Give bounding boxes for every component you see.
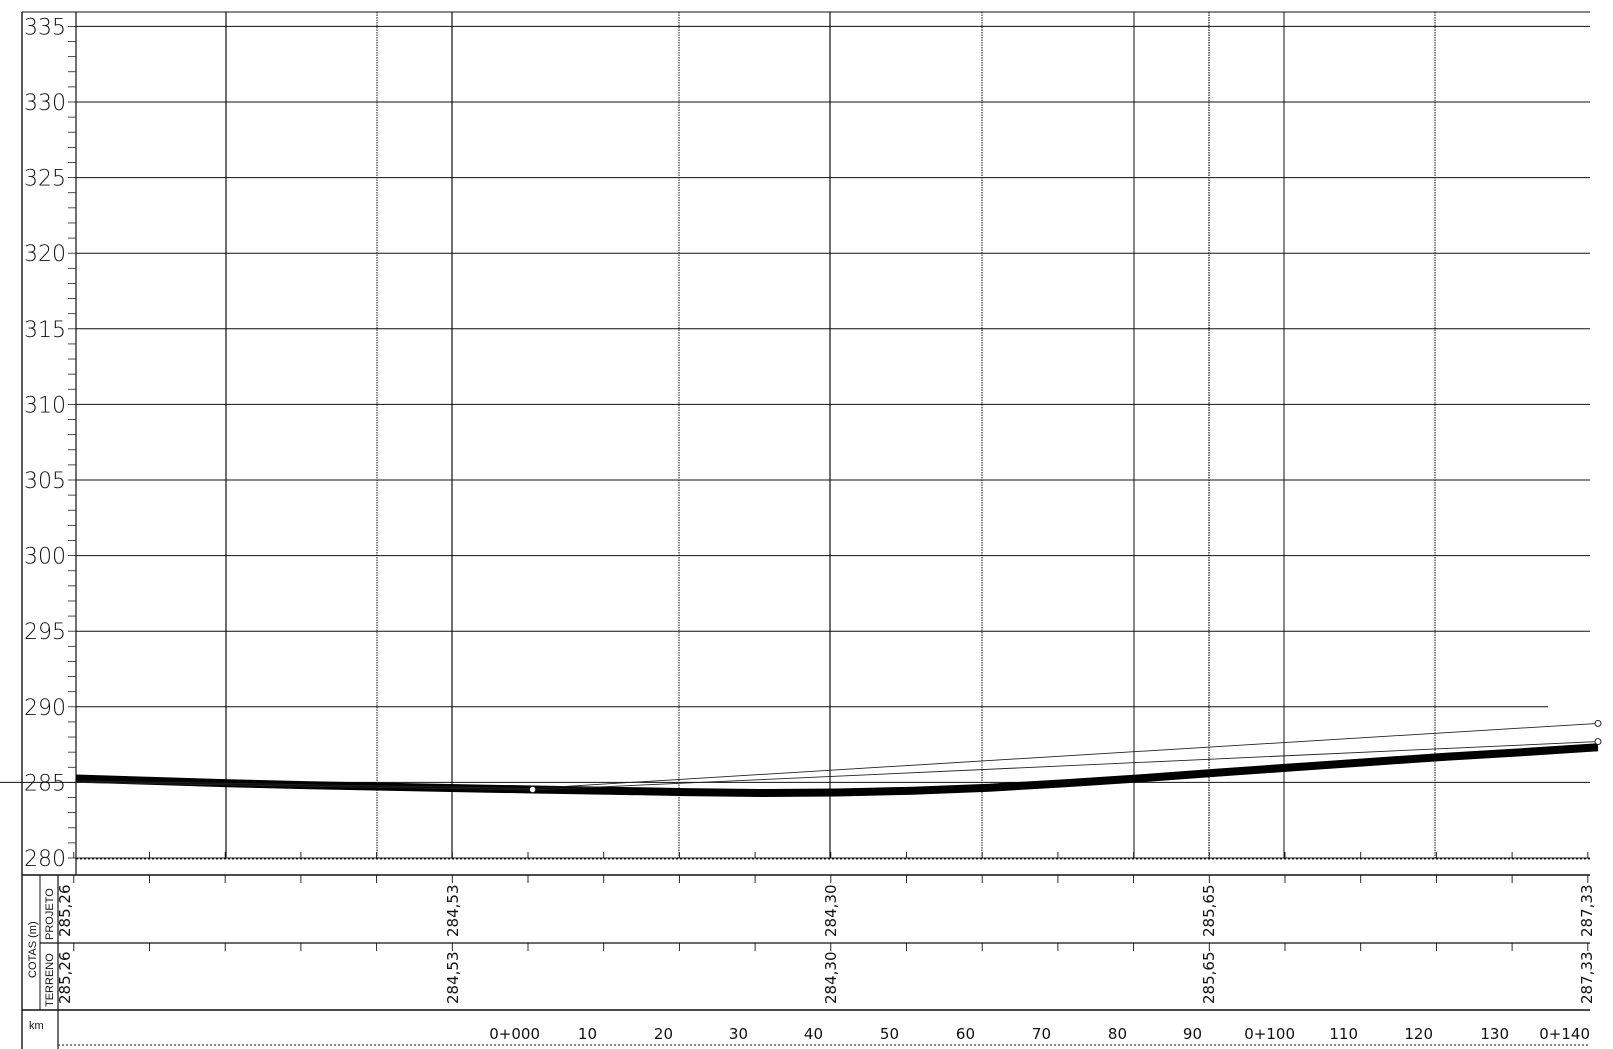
y-tick-label: 300 bbox=[24, 545, 66, 570]
km-label: 40 bbox=[804, 1025, 823, 1043]
km-label: 10 bbox=[578, 1025, 597, 1043]
km-label: 80 bbox=[1108, 1025, 1127, 1043]
km-label: 90 bbox=[1183, 1025, 1202, 1043]
chart-grid bbox=[0, 11, 1590, 1049]
projeto-value: 287,33 bbox=[1578, 885, 1596, 938]
band-header-terreno: TERRENO bbox=[44, 953, 56, 1007]
chart-labels: 280 285 290 295 300 305 310 315 320 325 330 335 COTA… bbox=[24, 15, 1596, 1043]
km-label: 30 bbox=[729, 1025, 748, 1043]
km-label: 60 bbox=[956, 1025, 975, 1043]
y-tick-label: 325 bbox=[24, 167, 66, 192]
band-header-cotas: COTAS (m) bbox=[27, 921, 39, 978]
band-header-projeto: PROJETO bbox=[44, 888, 56, 940]
km-label: 110 bbox=[1329, 1025, 1358, 1043]
projeto-value: 284,53 bbox=[444, 885, 462, 938]
band-header-km: km bbox=[29, 1020, 44, 1032]
grade-end-marker bbox=[1594, 738, 1602, 746]
terreno-value: 285,26 bbox=[56, 952, 74, 1005]
y-tick-label: 290 bbox=[24, 696, 66, 721]
y-tick-label: 315 bbox=[24, 318, 66, 343]
y-tick-label: 330 bbox=[24, 91, 66, 116]
y-tick-label: 295 bbox=[24, 620, 66, 645]
km-label: 130 bbox=[1480, 1025, 1509, 1043]
terreno-value: 287,33 bbox=[1578, 952, 1596, 1005]
km-label: 70 bbox=[1032, 1025, 1051, 1043]
km-label: 0+000 bbox=[489, 1025, 540, 1043]
grade-end-marker bbox=[1594, 719, 1602, 727]
terreno-value: 285,65 bbox=[1200, 952, 1218, 1005]
km-label: 20 bbox=[654, 1025, 673, 1043]
terreno-value: 284,53 bbox=[444, 952, 462, 1005]
km-label: 0+140 bbox=[1539, 1025, 1590, 1043]
km-label: 120 bbox=[1404, 1025, 1433, 1043]
projeto-value: 284,30 bbox=[822, 885, 840, 938]
y-tick-label: 280 bbox=[24, 847, 66, 872]
profile-line bbox=[75, 743, 1599, 797]
km-label: 50 bbox=[880, 1025, 899, 1043]
y-tick-label: 310 bbox=[24, 393, 66, 418]
projeto-value: 285,26 bbox=[56, 885, 74, 938]
y-tick-label: 320 bbox=[24, 242, 66, 267]
pvi-marker bbox=[528, 785, 537, 794]
y-tick-label: 285 bbox=[24, 771, 66, 796]
projeto-value: 285,65 bbox=[1200, 885, 1218, 938]
chart-series bbox=[75, 719, 1602, 797]
km-label: 0+100 bbox=[1244, 1025, 1295, 1043]
data-bands bbox=[22, 874, 1590, 1049]
terreno-value: 284,30 bbox=[822, 952, 840, 1005]
y-tick-label: 335 bbox=[24, 15, 66, 40]
y-tick-label: 305 bbox=[24, 469, 66, 494]
grade-line-1 bbox=[75, 722, 1599, 789]
